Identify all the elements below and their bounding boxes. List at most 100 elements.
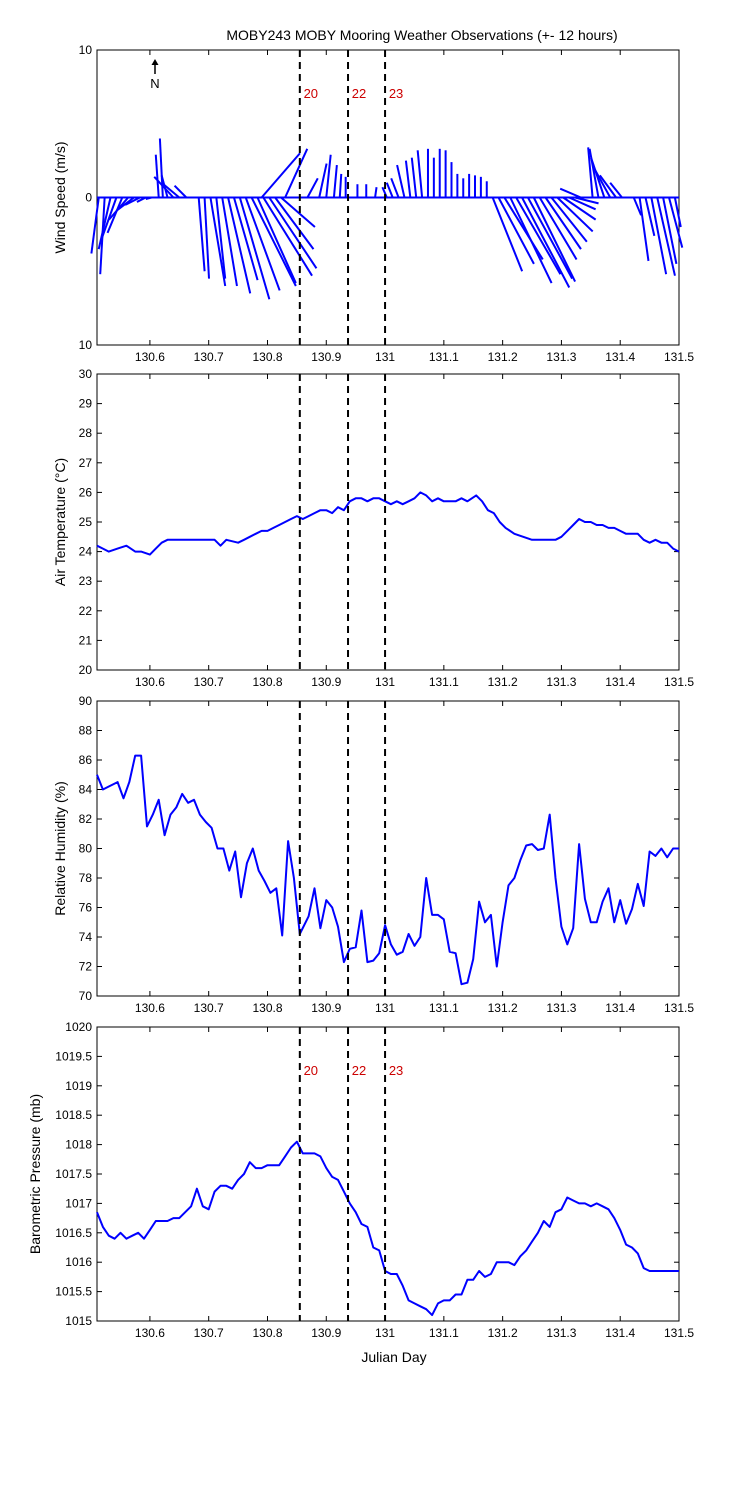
relative-humidity-y-tick-label: 88 (79, 724, 93, 738)
wind-vector (521, 197, 571, 288)
relative-humidity-y-tick-label: 72 (79, 960, 93, 974)
wind-vector (385, 182, 394, 198)
wind-vector (574, 196, 599, 205)
wind-speed-x-tick-label: 131.3 (546, 350, 576, 364)
air-temperature-y-tick-label: 25 (79, 515, 93, 529)
air-temperature-y-tick-label: 20 (79, 663, 93, 677)
barometric-pressure-event-label: 23 (389, 1063, 403, 1078)
wind-vector (124, 196, 141, 206)
wind-vector (650, 197, 668, 275)
wind-vector (656, 197, 676, 276)
air-temperature-x-tick-label: 130.8 (252, 675, 282, 689)
air-temperature-x-tick-label: 130.7 (194, 675, 224, 689)
wind-vector (532, 197, 576, 283)
air-temperature-x-tick-label: 130.9 (311, 675, 341, 689)
wind-speed-panel: 130.6 130.7 130.8 130.9 131 131.1 131.2 131.3 13… (52, 43, 694, 364)
wind-vector (209, 197, 227, 287)
wind-vector (515, 197, 562, 275)
wind-vector (154, 154, 160, 198)
barometric-pressure-panel: 130.6 130.7 130.8 130.9 131 131.1 131.2 131.3 13… (27, 1020, 694, 1340)
relative-humidity-y-tick-label: 86 (79, 753, 93, 767)
wind-vector (599, 174, 617, 199)
wind-vector (262, 196, 313, 277)
relative-humidity-axes-frame (96, 700, 680, 997)
air-temperature-x-tick-label: 131.1 (429, 675, 459, 689)
wind-vector (338, 173, 343, 198)
wind-vector (538, 196, 578, 260)
wind-speed-y-axis-label: Wind Speed (m/s) (52, 141, 68, 253)
relative-humidity-x-tick-label: 131.5 (664, 1001, 694, 1015)
relative-humidity-y-tick-label: 80 (79, 842, 93, 856)
wind-speed-x-tick-label: 131.2 (488, 350, 518, 364)
wind-vector (644, 197, 656, 237)
wind-vector (97, 197, 112, 250)
relative-humidity-x-tick-label: 131.4 (605, 1001, 635, 1015)
barometric-pressure-x-tick-label: 130.9 (311, 1326, 341, 1340)
wind-vector (381, 186, 388, 198)
wind-vector (136, 196, 147, 203)
relative-humidity-y-tick-label: 74 (79, 930, 93, 944)
barometric-pressure-y-tick-label: 1017 (65, 1196, 92, 1210)
wind-speed-x-tick-label: 131.4 (605, 350, 635, 364)
relative-humidity-x-tick-label: 130.9 (311, 1001, 341, 1015)
relative-humidity-x-tick-label: 131.3 (546, 1001, 576, 1015)
barometric-pressure-x-tick-label: 131.1 (429, 1326, 459, 1340)
barometric-pressure-y-tick-label: 1019.5 (55, 1049, 92, 1063)
barometric-pressure-y-tick-label: 1015 (65, 1314, 92, 1328)
wind-vector (390, 177, 400, 198)
wind-vector (238, 197, 271, 300)
wind-vector (527, 197, 574, 280)
relative-humidity-y-tick-label: 76 (79, 901, 93, 915)
barometric-pressure-y-tick-label: 1018.5 (55, 1108, 92, 1122)
north-arrowhead-icon (151, 59, 159, 65)
air-temperature-y-axis-label: Air Temperature (°C) (52, 458, 68, 586)
wind-speed-y-tick-label: 10 (79, 338, 93, 352)
wind-vector (260, 152, 301, 199)
wind-vector (203, 197, 211, 279)
wind-vector (306, 177, 319, 198)
wind-speed-x-tick-label: 131 (375, 350, 395, 364)
barometric-pressure-y-tick-label: 1020 (65, 1020, 92, 1034)
wind-vector (550, 196, 588, 243)
wind-vector (662, 197, 678, 265)
air-temperature-x-tick-label: 131.3 (546, 675, 576, 689)
wind-vector (197, 197, 206, 272)
relative-humidity-y-tick-label: 90 (79, 694, 93, 708)
wind-vector (221, 197, 238, 287)
air-temperature-y-tick-label: 30 (79, 367, 93, 381)
relative-humidity-y-axis-label: Relative Humidity (%) (52, 781, 68, 916)
wind-vector (404, 160, 412, 198)
relative-humidity-y-tick-label: 70 (79, 989, 93, 1003)
wind-speed-event-label: 20 (304, 86, 318, 101)
air-temperature-y-tick-label: 27 (79, 456, 93, 470)
wind-speed-event-label: 23 (389, 86, 403, 101)
wind-speed-x-tick-label: 130.9 (311, 350, 341, 364)
wind-vector (145, 196, 152, 200)
wind-vector (559, 187, 582, 199)
wind-vector (153, 176, 175, 199)
wind-speed-x-tick-label: 130.6 (135, 350, 165, 364)
wind-speed-y-tick-label: 10 (79, 43, 93, 57)
barometric-pressure-y-tick-label: 1018 (65, 1138, 92, 1152)
wind-vector (590, 157, 606, 198)
wind-vector (509, 197, 553, 284)
barometric-pressure-x-tick-label: 131.5 (664, 1326, 694, 1340)
barometric-pressure-x-tick-label: 131.3 (546, 1326, 576, 1340)
relative-humidity-series-line (96, 754, 679, 986)
wind-vector (106, 197, 124, 234)
wind-speed-x-tick-label: 130.7 (194, 350, 224, 364)
wind-speed-x-tick-label: 131.5 (664, 350, 694, 364)
wind-vector (250, 197, 297, 287)
wind-vector (215, 197, 227, 279)
wind-vector (609, 182, 623, 199)
panels: 130.6 130.7 130.8 130.9 131 131.1 131.2 131.3 13… (27, 43, 694, 1340)
air-temperature-x-tick-label: 131.5 (664, 675, 694, 689)
wind-vector (588, 148, 600, 198)
relative-humidity-x-tick-label: 130.7 (194, 1001, 224, 1015)
air-temperature-x-tick-label: 131.4 (605, 675, 635, 689)
wind-vector (632, 197, 643, 216)
wind-vector (227, 197, 252, 294)
barometric-pressure-y-tick-label: 1016.5 (55, 1226, 92, 1240)
wind-vector (593, 167, 612, 198)
wind-vector (160, 181, 180, 199)
